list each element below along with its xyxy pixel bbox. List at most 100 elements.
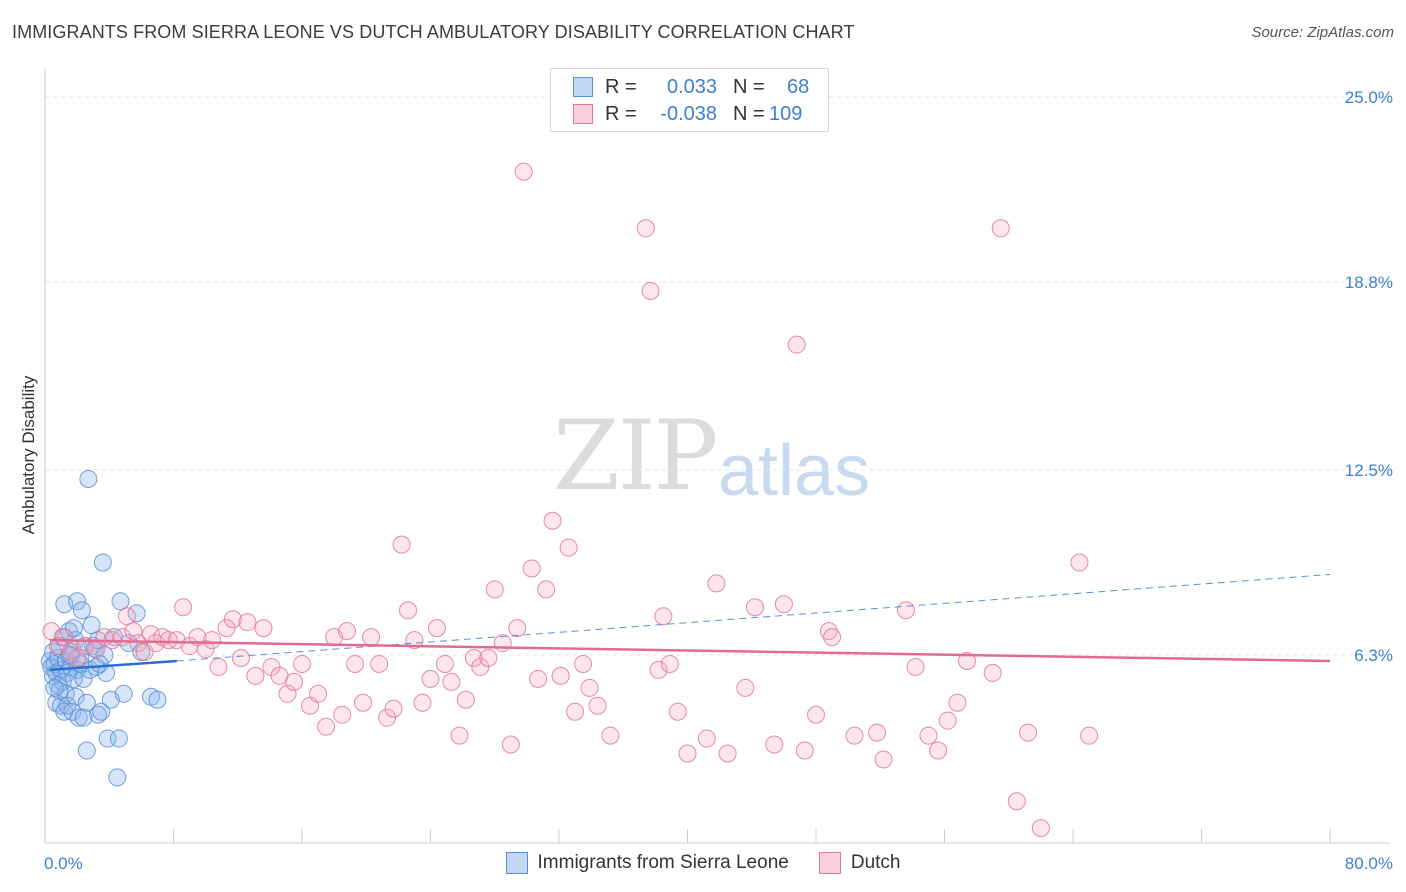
point-dutch: [774, 595, 793, 614]
series-legend-swatch-pink: [818, 852, 841, 874]
point-sierra-leone: [52, 696, 71, 715]
series-legend-label: Dutch: [850, 852, 901, 873]
point-dutch: [284, 672, 303, 691]
point-sierra-leone: [77, 741, 96, 760]
stats-legend-n-value: 68: [787, 75, 810, 98]
point-dutch: [660, 654, 679, 673]
point-sierra-leone: [109, 729, 128, 748]
point-dutch: [384, 699, 403, 718]
point-dutch: [896, 601, 915, 620]
point-sierra-leone: [108, 768, 127, 787]
point-dutch: [246, 666, 265, 685]
point-dutch: [217, 619, 236, 638]
point-dutch: [450, 726, 469, 745]
point-dutch: [551, 666, 570, 685]
point-dutch: [405, 631, 424, 650]
point-dutch: [795, 741, 814, 760]
point-sierra-leone: [92, 702, 111, 721]
point-dutch: [765, 735, 784, 754]
stats-legend-swatch-pink: [573, 104, 593, 124]
point-dutch: [362, 628, 381, 647]
chart-source: Source: ZipAtlas.com: [1251, 24, 1394, 41]
point-dutch: [636, 219, 655, 238]
series-legend: Immigrants from Sierra Leone Dutch: [0, 852, 1406, 874]
point-sierra-leone: [74, 708, 93, 727]
point-sierra-leone: [45, 678, 64, 697]
point-dutch: [309, 684, 328, 703]
stats-legend-row-sierra-leone: R = 0.033 N = 68: [573, 75, 827, 99]
point-dutch: [522, 559, 541, 578]
series-legend-item-sierra-leone: Immigrants from Sierra Leone: [505, 852, 789, 874]
trendline-sierra-leone-dashed: [176, 573, 1331, 662]
point-dutch: [479, 648, 498, 667]
point-dutch: [668, 702, 687, 721]
point-dutch: [787, 335, 806, 354]
y-tick-label: 25.0%: [1345, 88, 1393, 107]
point-sierra-leone: [74, 669, 93, 688]
point-dutch: [707, 574, 726, 593]
point-dutch: [948, 693, 967, 712]
stats-legend-row-dutch: R = -0.038 N = 109: [573, 102, 809, 126]
point-dutch: [654, 607, 673, 626]
point-dutch: [129, 634, 148, 653]
point-sierra-leone: [72, 601, 91, 620]
point-dutch: [254, 619, 273, 638]
x-tick-label: 0.0%: [44, 854, 83, 873]
point-dutch: [845, 726, 864, 745]
point-dutch: [174, 598, 193, 617]
point-dutch: [317, 717, 336, 736]
point-dutch: [421, 669, 440, 688]
y-axis-label: Ambulatory Disability: [19, 375, 38, 534]
point-dutch: [508, 619, 527, 638]
point-dutch: [354, 693, 373, 712]
point-dutch: [333, 705, 352, 724]
stats-legend-n-label: N =: [733, 75, 765, 98]
stats-legend-swatch-blue: [573, 77, 593, 97]
point-dutch: [588, 696, 607, 715]
point-sierra-leone: [90, 654, 109, 673]
point-dutch: [514, 162, 533, 181]
point-dutch: [678, 744, 697, 763]
stats-legend: R = 0.033 N = 68 R = -0.038 N = 109: [550, 68, 829, 132]
point-dutch: [378, 708, 397, 727]
point-dutch: [574, 654, 593, 673]
point-sierra-leone: [64, 619, 83, 638]
point-dutch: [745, 598, 764, 617]
point-dutch: [718, 744, 737, 763]
chart-title: IMMIGRANTS FROM SIERRA LEONE VS DUTCH AM…: [12, 22, 855, 42]
point-dutch: [697, 729, 716, 748]
point-dutch: [1007, 792, 1026, 811]
point-sierra-leone: [148, 690, 167, 709]
point-sierra-leone: [69, 708, 88, 727]
point-dutch: [442, 672, 461, 691]
point-dutch: [196, 640, 215, 659]
point-sierra-leone: [68, 592, 87, 611]
point-dutch: [493, 634, 512, 653]
point-sierra-leone: [50, 681, 69, 700]
series-legend-item-dutch: Dutch: [818, 852, 901, 874]
point-dutch: [399, 601, 418, 620]
y-tick-label: 6.3%: [1354, 646, 1393, 665]
point-dutch: [601, 726, 620, 745]
point-sierra-leone: [127, 604, 146, 623]
point-dutch: [337, 622, 356, 641]
point-dutch: [868, 723, 887, 742]
trendline-dutch: [49, 638, 1331, 663]
point-dutch: [293, 654, 311, 673]
x-tick-label: 80.0%: [1345, 854, 1393, 873]
point-dutch: [537, 580, 556, 599]
point-dutch: [919, 726, 938, 745]
point-dutch: [464, 648, 483, 667]
y-tick-label: 12.5%: [1345, 461, 1393, 480]
point-dutch: [209, 657, 228, 676]
point-dutch: [929, 741, 948, 760]
point-dutch: [501, 735, 520, 754]
point-dutch: [278, 684, 297, 703]
point-dutch: [938, 711, 957, 730]
y-tick-label: 18.8%: [1345, 273, 1393, 292]
point-dutch: [736, 678, 755, 697]
stats-legend-r-value: -0.038: [660, 102, 717, 125]
watermark-atlas: atlas: [718, 431, 871, 511]
point-dutch: [413, 693, 432, 712]
